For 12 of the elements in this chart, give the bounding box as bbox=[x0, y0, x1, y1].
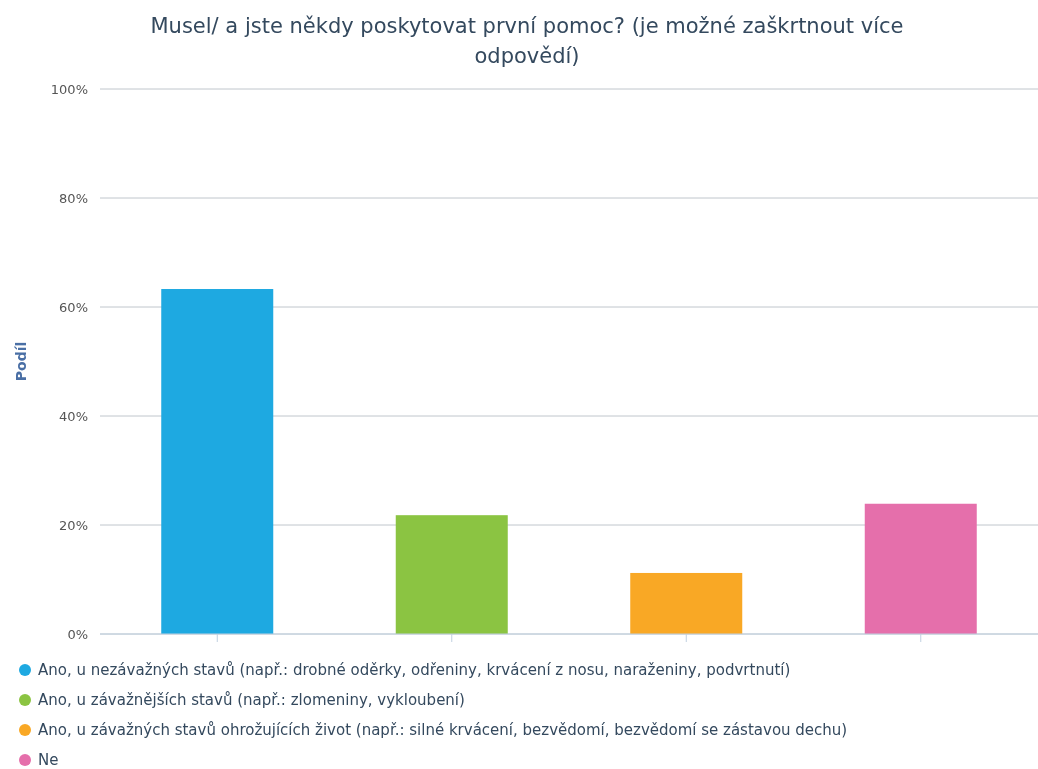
y-axis-title: Podíl bbox=[13, 341, 29, 382]
y-tick-label: 20% bbox=[59, 517, 88, 533]
y-tick-label: 40% bbox=[59, 408, 88, 424]
legend-label: Ano, u závažnějších stavů (např.: zlomeniny, vykloubení) bbox=[38, 691, 465, 710]
legend-label: Ne bbox=[38, 751, 59, 769]
legend-label: Ano, u nezávažných stavů (např.: drobné oděrky, odřeniny, krvácení z nosu, naraženiny, podvrtnutí) bbox=[38, 661, 791, 680]
y-tick-label: 0% bbox=[67, 626, 88, 642]
y-tick-label: 100% bbox=[50, 81, 88, 97]
y-tick-label: 60% bbox=[59, 299, 88, 315]
y-tick-label: 80% bbox=[59, 190, 88, 206]
chart-title: Musel/ a jste někdy poskytovat první pomoc? (je možné zaškrtnout více odpovědí) bbox=[150, 14, 904, 68]
legend-label: Ano, u závažných stavů ohrožujících život (např.: silné krvácení, bezvědomí, bezvědomí se zástavou dechu) bbox=[38, 721, 848, 740]
